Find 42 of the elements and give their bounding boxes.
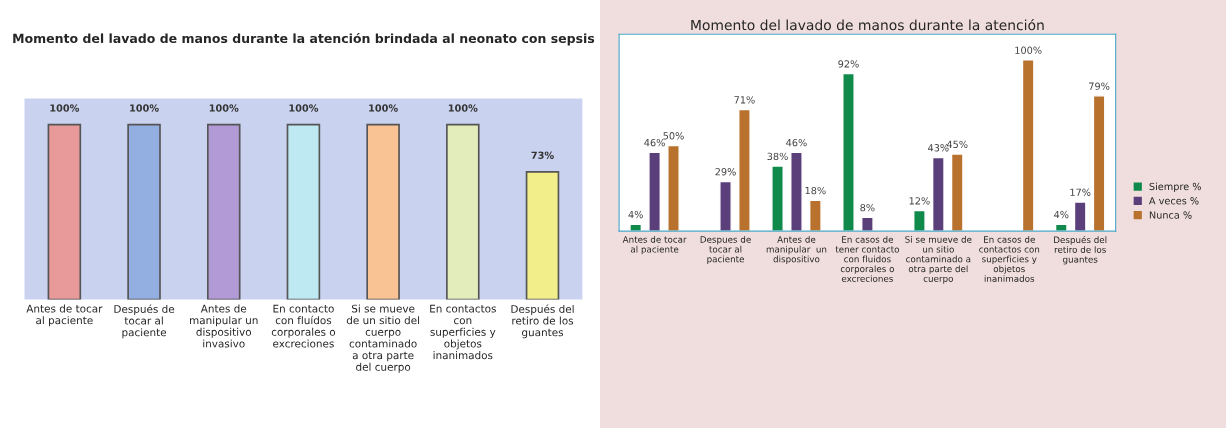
x-tick-label: Si se mueve de un sitio del cuerpo contaminado a otra parte del cuerpo	[346, 304, 420, 373]
data-label: 100%	[209, 104, 239, 112]
data-label: 50%	[663, 132, 684, 140]
x-tick-label: En casos de contactos con superficies y objetos inanimados	[979, 235, 1040, 282]
chart-title: Momento del lavado de manos durante la atención	[691, 18, 1044, 31]
data-label: 18%	[805, 186, 826, 195]
data-label: 100%	[50, 104, 80, 112]
data-label: 100%	[289, 104, 319, 112]
x-tick-label: En contacto con fluídos corporales o excreciones	[271, 304, 336, 348]
data-label: 17%	[1070, 188, 1091, 196]
x-tick-label: Antes de manipular un dispositivo invasivo	[190, 304, 258, 348]
legend-label: Siempre %	[1149, 182, 1201, 193]
data-label: 46%	[786, 138, 807, 147]
data-label: 73%	[531, 151, 554, 159]
data-label: 100%	[130, 104, 159, 112]
chart-title: Momento del lavado de manos durante la atención brindada al neonato con sepsis	[13, 32, 595, 46]
x-tick-label: Antes de tocar al paciente	[622, 235, 687, 255]
x-tick-label: Si se mueve de un sitio contaminado a otra parte del cuerpo	[905, 235, 972, 284]
data-label: 79%	[1089, 82, 1110, 90]
legend-label: Nunca %	[1149, 211, 1192, 219]
x-tick-label: Antes de manipular un dispositivo	[766, 235, 827, 265]
x-tick-label: Antes de tocar al paciente	[26, 304, 103, 327]
x-tick-label: Después del retiro de los guantes	[1054, 235, 1107, 265]
data-label: 43%	[928, 144, 949, 152]
x-tick-label: Después del retiro de los guantes	[511, 304, 574, 339]
data-label: 4%	[1054, 210, 1069, 219]
data-label: 12%	[909, 197, 930, 205]
x-tick-label: Después de tocar al paciente	[114, 304, 175, 339]
data-label: 4%	[628, 210, 643, 219]
data-label: 92%	[838, 60, 859, 68]
data-label: 8%	[860, 204, 875, 212]
data-label: 71%	[734, 96, 755, 104]
data-label: 38%	[767, 152, 788, 161]
data-label: 100%	[369, 104, 398, 112]
data-label: 46%	[644, 138, 665, 147]
data-label: 100%	[1015, 46, 1042, 54]
x-tick-label: En casos de tener contacto con fluidos corporales o excreciones	[835, 235, 900, 282]
data-label: 100%	[448, 104, 478, 112]
x-tick-label: Despues de tocar al paciente	[700, 235, 751, 265]
legend-label: A veces %	[1149, 197, 1199, 205]
data-label: 29%	[715, 168, 736, 176]
x-tick-label: En contactos con superficies y objetos inanimados	[430, 304, 496, 360]
